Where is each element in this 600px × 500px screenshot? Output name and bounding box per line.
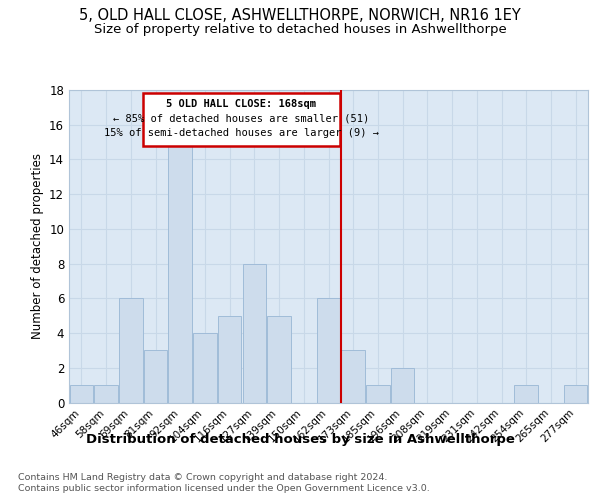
FancyBboxPatch shape: [143, 94, 340, 146]
Bar: [193, 333, 217, 402]
Bar: [317, 298, 340, 403]
Text: ← 85% of detached houses are smaller (51): ← 85% of detached houses are smaller (51…: [113, 114, 370, 124]
Bar: [144, 350, 167, 403]
Bar: [169, 142, 192, 403]
Y-axis label: Number of detached properties: Number of detached properties: [31, 153, 44, 339]
Bar: [242, 264, 266, 402]
Text: Contains HM Land Registry data © Crown copyright and database right 2024.: Contains HM Land Registry data © Crown c…: [18, 472, 388, 482]
Bar: [564, 385, 587, 402]
Text: 5, OLD HALL CLOSE, ASHWELLTHORPE, NORWICH, NR16 1EY: 5, OLD HALL CLOSE, ASHWELLTHORPE, NORWIC…: [79, 8, 521, 22]
Bar: [514, 385, 538, 402]
Text: 5 OLD HALL CLOSE: 168sqm: 5 OLD HALL CLOSE: 168sqm: [166, 98, 316, 108]
Bar: [70, 385, 93, 402]
Text: Size of property relative to detached houses in Ashwellthorpe: Size of property relative to detached ho…: [94, 22, 506, 36]
Bar: [366, 385, 389, 402]
Bar: [391, 368, 415, 402]
Text: Contains public sector information licensed under the Open Government Licence v3: Contains public sector information licen…: [18, 484, 430, 493]
Bar: [268, 316, 291, 402]
Bar: [341, 350, 365, 403]
Bar: [119, 298, 143, 403]
Bar: [218, 316, 241, 402]
Text: Distribution of detached houses by size in Ashwellthorpe: Distribution of detached houses by size …: [86, 432, 514, 446]
Text: 15% of semi-detached houses are larger (9) →: 15% of semi-detached houses are larger (…: [104, 128, 379, 138]
Bar: [94, 385, 118, 402]
